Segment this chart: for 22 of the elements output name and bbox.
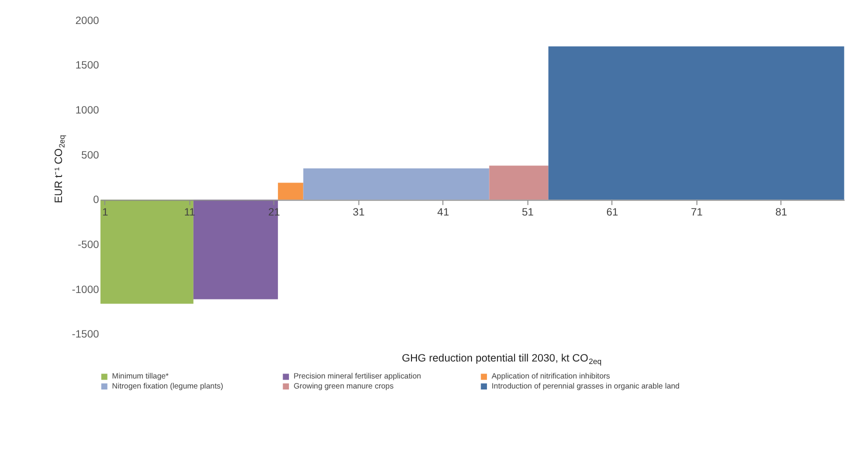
legend-label: Application of nitrification inhibitors xyxy=(492,372,610,381)
x-tick-label: 71 xyxy=(690,206,703,219)
y-axis-title: EUR t⁻¹ CO2eq xyxy=(52,134,67,204)
x-tick-label: 1 xyxy=(102,206,108,219)
y-tick-label: 0 xyxy=(93,194,100,206)
x-tick-label: 61 xyxy=(606,206,618,219)
legend-label: Growing green manure crops xyxy=(294,381,394,390)
x-tick-label: 41 xyxy=(437,206,450,219)
y-tick-label: 1000 xyxy=(75,104,100,116)
y-tick-label: 1500 xyxy=(75,60,100,72)
x-tick-label: 51 xyxy=(522,206,534,219)
x-tick-label: 81 xyxy=(775,206,788,219)
y-tick-label: 500 xyxy=(81,149,100,162)
y-tick-label: -1500 xyxy=(72,328,100,341)
x-tick-label: 31 xyxy=(352,206,365,219)
y-tick-label: -1000 xyxy=(72,284,100,296)
legend-label: Precision mineral fertiliser application xyxy=(294,372,422,381)
legend-label: Minimum tillage* xyxy=(112,372,169,381)
y-tick-label: 2000 xyxy=(75,14,100,27)
legend-label: Nitrogen fixation (legume plants) xyxy=(112,381,224,390)
legend-label: Introduction of perennial grasses in organic arable land xyxy=(492,381,680,390)
y-tick-label: -500 xyxy=(78,238,100,251)
